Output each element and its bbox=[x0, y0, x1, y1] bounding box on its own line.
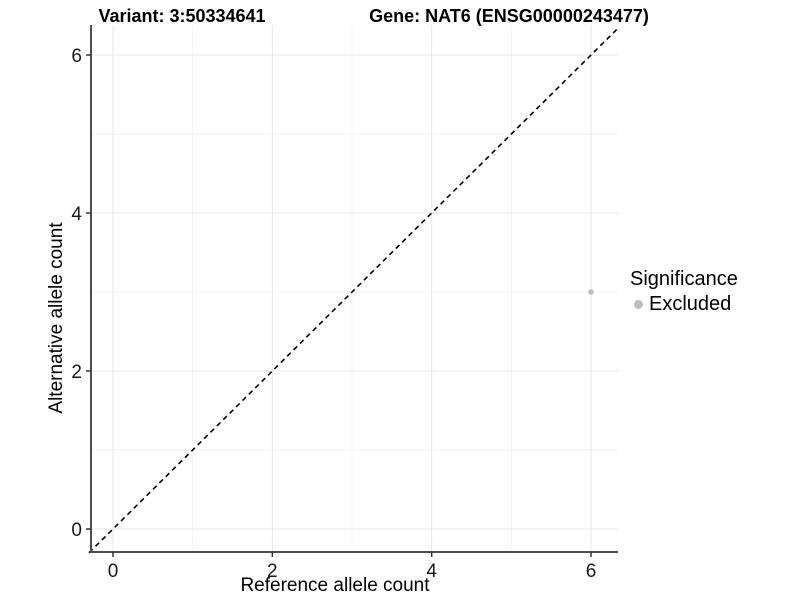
legend-item-excluded: Excluded bbox=[630, 293, 738, 316]
data-point bbox=[588, 289, 594, 295]
x-tick-label: 2 bbox=[267, 561, 278, 582]
y-tick-label: 2 bbox=[71, 362, 82, 383]
y-tick-label: 6 bbox=[71, 46, 82, 67]
legend-key-dot-icon bbox=[634, 300, 643, 309]
x-tick-label: 4 bbox=[426, 561, 437, 582]
plot-title-gene: Gene: NAT6 (ENSG00000243477) bbox=[369, 6, 649, 26]
x-tick-label: 0 bbox=[108, 561, 119, 582]
y-tick-label: 4 bbox=[71, 204, 82, 225]
x-tick-label: 6 bbox=[586, 561, 597, 582]
identity-dashed-line bbox=[88, 26, 620, 554]
legend: Significance Excluded bbox=[630, 268, 738, 316]
legend-item-label: Excluded bbox=[649, 293, 732, 315]
x-axis-title: Reference allele count bbox=[240, 575, 430, 596]
y-tick-label: 0 bbox=[71, 520, 82, 541]
legend-title: Significance bbox=[630, 268, 738, 290]
plot-title-variant: Variant: 3:50334641 bbox=[98, 6, 266, 26]
